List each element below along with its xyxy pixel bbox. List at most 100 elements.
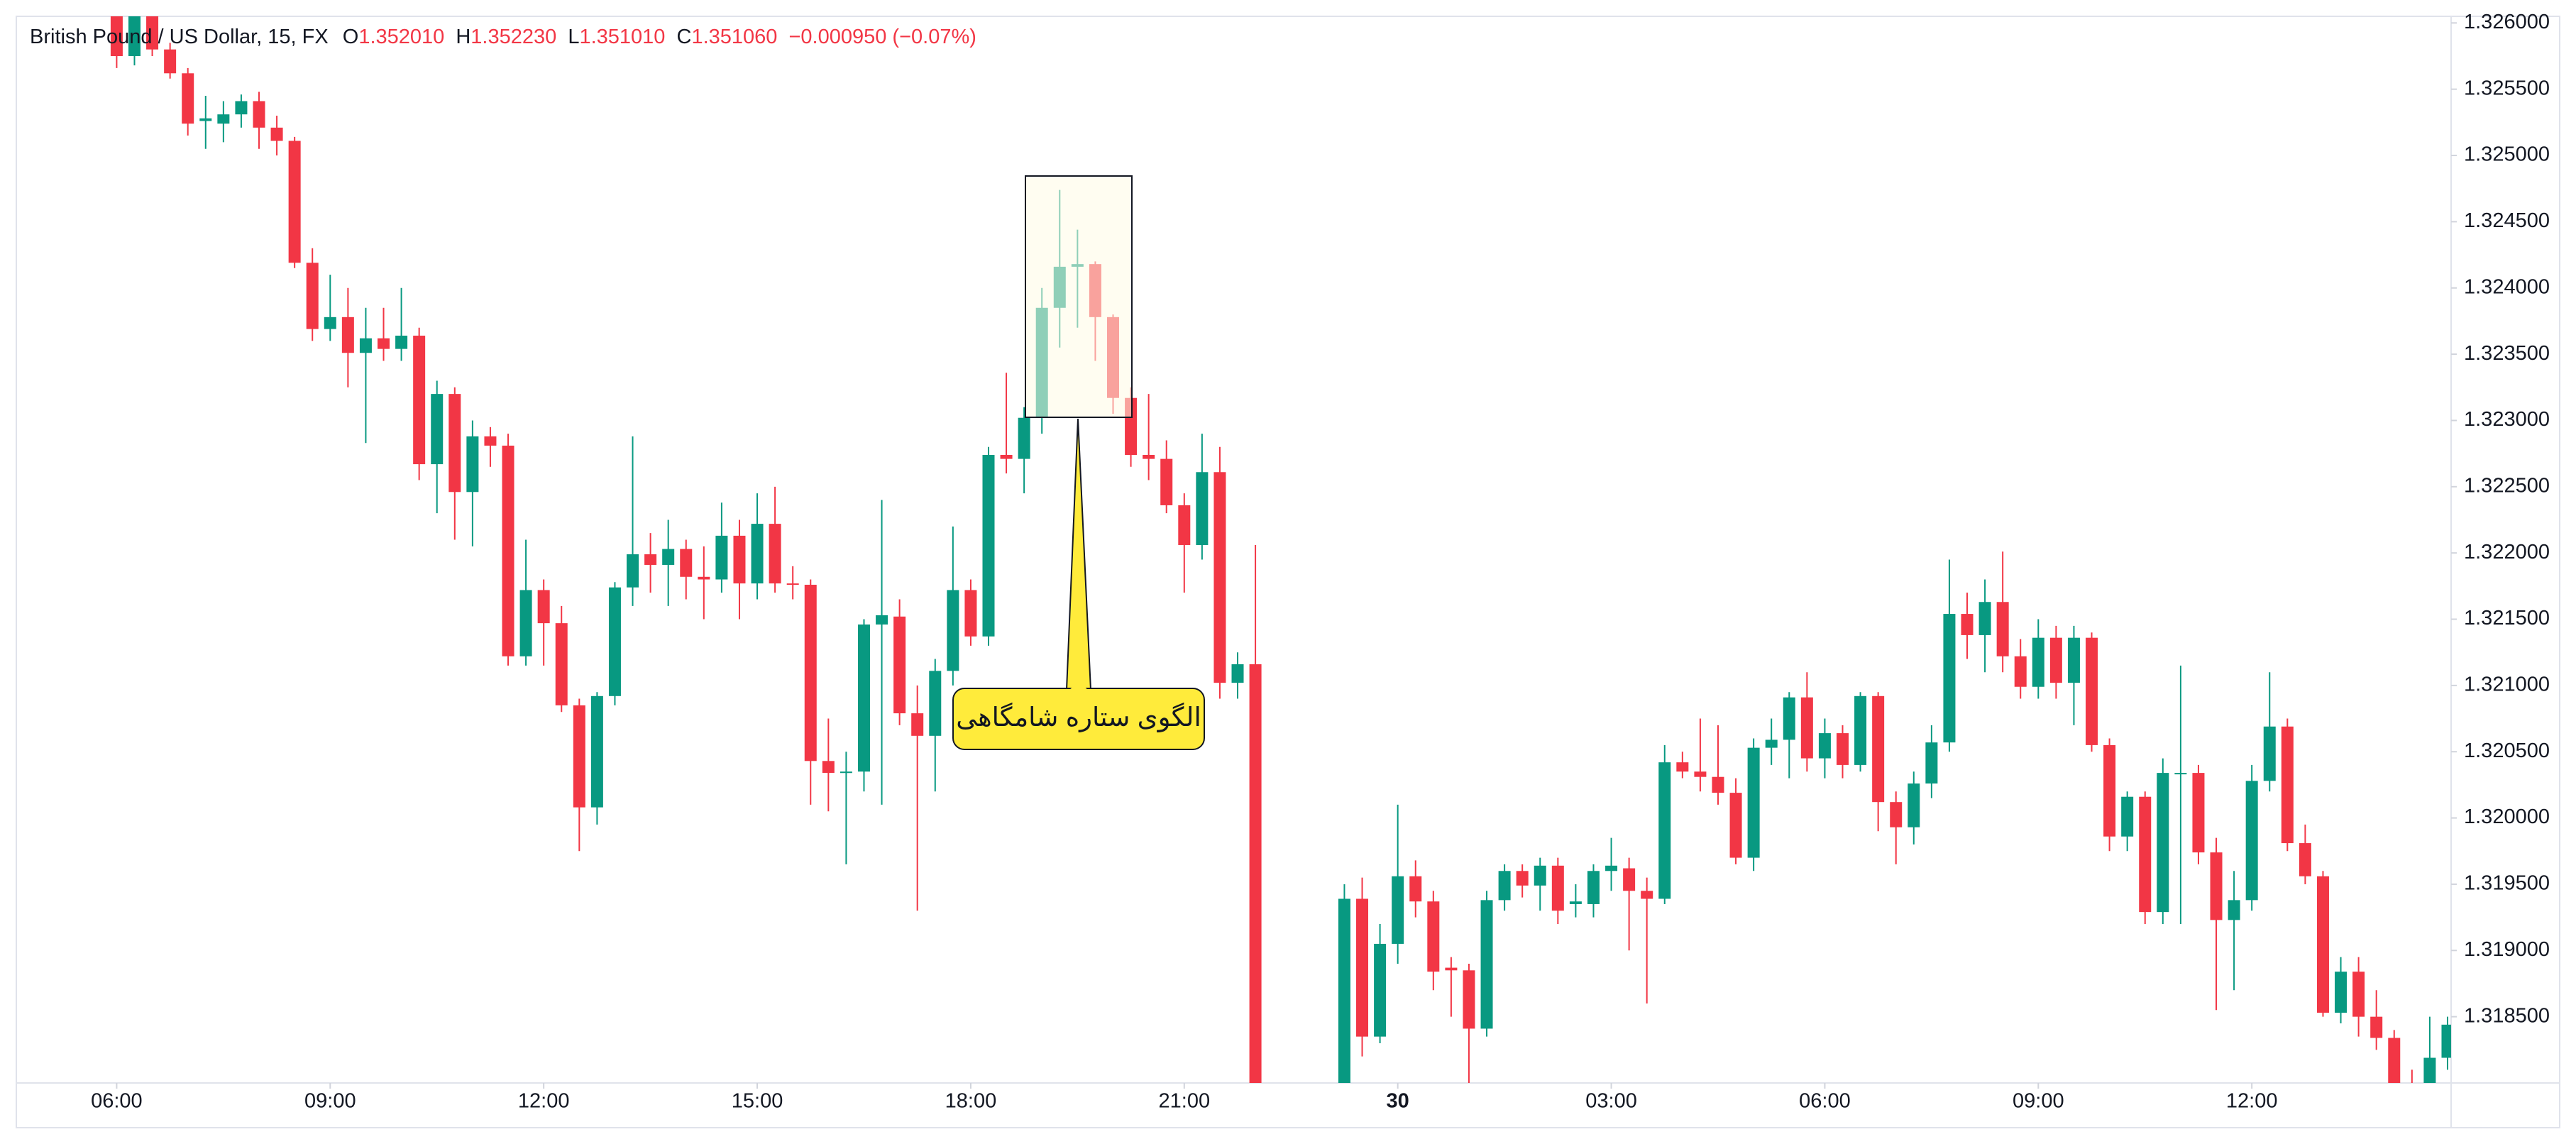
candle-body bbox=[1854, 695, 1867, 765]
ohlc-letter: O bbox=[343, 26, 359, 48]
highlight-box bbox=[1025, 175, 1133, 418]
candle-body bbox=[2299, 843, 2311, 876]
y-tick-label: 1.322000 bbox=[2464, 541, 2550, 563]
candle-body bbox=[733, 535, 746, 584]
candle-body bbox=[1392, 876, 1404, 944]
candle-body bbox=[627, 554, 639, 588]
candle-body bbox=[1943, 614, 1956, 743]
candle-body bbox=[2316, 876, 2329, 1013]
candle-body bbox=[378, 338, 390, 349]
x-tick-label: 15:00 bbox=[732, 1090, 783, 1113]
candle-body bbox=[1534, 865, 1546, 886]
candle-body bbox=[2014, 656, 2027, 687]
x-tick-label: 21:00 bbox=[1159, 1090, 1211, 1113]
candle-body bbox=[929, 671, 942, 736]
candle-body bbox=[876, 615, 888, 625]
candle-body bbox=[2049, 637, 2062, 683]
x-tick-label: 06:00 bbox=[1799, 1090, 1851, 1113]
candle-body bbox=[2370, 1016, 2383, 1038]
ohlc-value: 1.351010 bbox=[579, 26, 665, 48]
candle-body bbox=[395, 335, 408, 349]
change: −0.000950 (−0.07%) bbox=[788, 26, 976, 48]
candle-body bbox=[359, 338, 372, 353]
candle-body bbox=[1908, 783, 1920, 827]
candle-body bbox=[590, 695, 603, 808]
candle-body bbox=[2245, 781, 2258, 901]
candle-body bbox=[1978, 602, 1991, 635]
candle-body bbox=[537, 590, 550, 624]
candle-body bbox=[1569, 901, 1582, 904]
candle-body bbox=[484, 436, 497, 446]
header: British Pound / US Dollar, 15, FX O1.352… bbox=[30, 26, 976, 48]
candle-body bbox=[1872, 695, 1885, 803]
ohlc-value: 1.352010 bbox=[358, 26, 444, 48]
candle-body bbox=[2388, 1038, 2401, 1083]
candle-body bbox=[164, 49, 177, 74]
candle-body bbox=[1551, 865, 1564, 911]
candle-body bbox=[2086, 637, 2098, 745]
candle-body bbox=[1498, 871, 1511, 901]
candle-body bbox=[1587, 871, 1600, 904]
candle-body bbox=[270, 127, 283, 141]
candle-body bbox=[1800, 697, 1813, 759]
candle-body bbox=[2281, 726, 2294, 844]
callout-joint bbox=[1068, 681, 1089, 691]
candle-body bbox=[2441, 1024, 2451, 1058]
candle-body bbox=[1178, 505, 1191, 545]
candle-body bbox=[431, 394, 444, 465]
candle-body bbox=[1925, 742, 1938, 784]
x-tick-label: 12:00 bbox=[518, 1090, 570, 1113]
candle-body bbox=[1409, 876, 1422, 902]
candle-body bbox=[857, 624, 870, 772]
candle-body bbox=[1658, 762, 1671, 899]
candle-body bbox=[751, 524, 764, 584]
candle-body bbox=[1747, 747, 1760, 858]
frame bbox=[16, 16, 2560, 1128]
candle-body bbox=[519, 590, 532, 656]
candle-body bbox=[341, 317, 354, 353]
y-tick-label: 1.324000 bbox=[2464, 275, 2550, 298]
candle-body bbox=[2335, 972, 2347, 1013]
candle-body bbox=[1712, 776, 1724, 793]
candle-body bbox=[288, 141, 301, 263]
candle-body bbox=[1961, 614, 1974, 635]
candle-body bbox=[448, 394, 461, 493]
candle-body bbox=[253, 101, 265, 128]
x-tick-label: 06:00 bbox=[91, 1090, 143, 1113]
candle-body bbox=[466, 436, 479, 493]
candle-body bbox=[2423, 1057, 2436, 1083]
candle-body bbox=[662, 549, 675, 565]
candle-body bbox=[947, 590, 959, 671]
y-tick-label: 1.324500 bbox=[2464, 209, 2550, 232]
y-tick-label: 1.319000 bbox=[2464, 938, 2550, 961]
candle-body bbox=[1837, 733, 1849, 765]
candle-body bbox=[2192, 773, 2205, 853]
candle-body bbox=[128, 16, 141, 57]
candle-body bbox=[1143, 455, 1155, 459]
candle-body bbox=[1196, 472, 1209, 545]
candle-body bbox=[893, 616, 906, 714]
y-tick-label: 1.325000 bbox=[2464, 143, 2550, 166]
candle-body bbox=[1623, 868, 1636, 891]
candle-body bbox=[786, 583, 799, 585]
candle-body bbox=[1249, 664, 1262, 1083]
candle-body bbox=[306, 263, 319, 329]
candle-body bbox=[644, 554, 657, 565]
y-tick-label: 1.323500 bbox=[2464, 342, 2550, 365]
candle-body bbox=[1018, 417, 1030, 459]
candle-body bbox=[2032, 637, 2044, 687]
annotation: الگوی ستاره شامگاهی bbox=[956, 702, 1201, 732]
candle-body bbox=[1516, 871, 1529, 886]
y-tick-label: 1.320500 bbox=[2464, 739, 2550, 762]
candle-body bbox=[573, 705, 585, 808]
ohlc-value: 1.352230 bbox=[470, 26, 556, 48]
candle-body bbox=[2103, 744, 2116, 837]
candle-body bbox=[217, 114, 230, 124]
candle-body bbox=[110, 16, 123, 57]
x-tick-label: 12:00 bbox=[2226, 1090, 2278, 1113]
candle-body bbox=[698, 576, 710, 580]
candle-body bbox=[982, 455, 995, 637]
x-tick-label: 30 bbox=[1387, 1090, 1409, 1113]
